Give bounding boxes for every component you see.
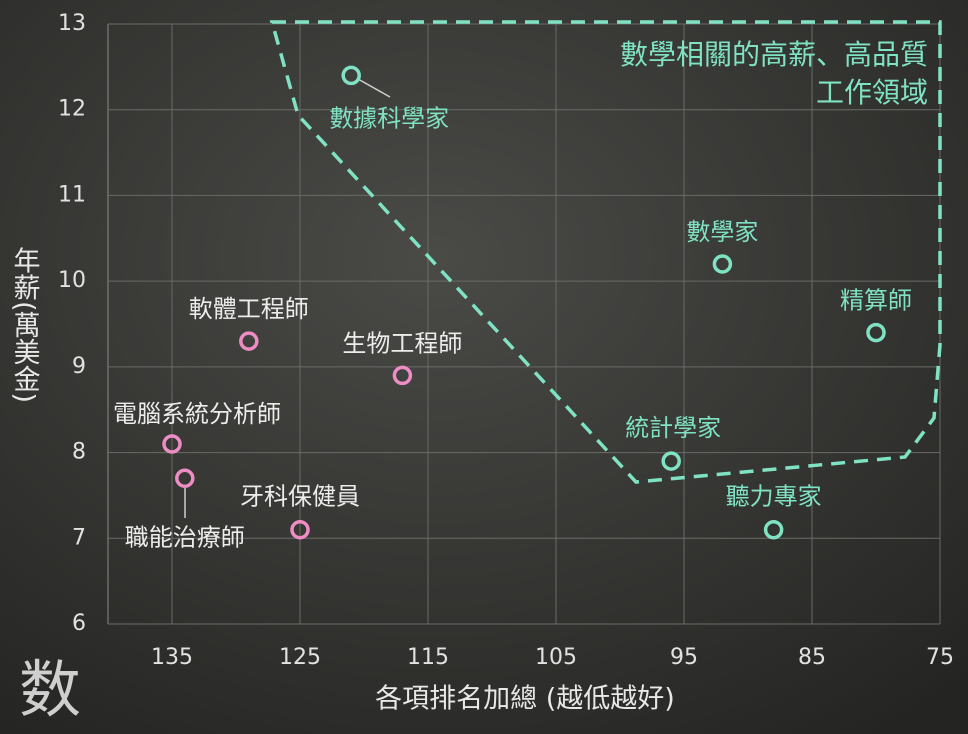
- data-point: [866, 322, 886, 343]
- x-tick-label: 135: [151, 645, 193, 670]
- x-tick-label: 75: [926, 645, 954, 670]
- y-tick-label: 7: [72, 525, 86, 550]
- data-point: [239, 331, 259, 351]
- point-label: 軟體工程師: [189, 295, 309, 323]
- y-axis-title: 年薪(萬美金): [9, 247, 41, 403]
- x-tick-label: 105: [535, 645, 577, 670]
- point-label: 統計學家: [625, 414, 721, 442]
- x-tick-label: 95: [670, 645, 698, 670]
- y-tick-label: 9: [72, 354, 86, 379]
- data-point: [712, 254, 733, 274]
- leader-line: [357, 78, 391, 98]
- logo: 数: [19, 653, 81, 726]
- point-label: 牙科保健員: [240, 483, 360, 511]
- y-tick-label: 12: [58, 97, 86, 122]
- y-tick-label: 11: [58, 182, 86, 207]
- point-label: 生物工程師: [342, 329, 462, 357]
- point-label: 數據科學家: [329, 104, 449, 132]
- x-tick-label: 115: [407, 645, 449, 670]
- data-point: [661, 451, 681, 471]
- x-tick-label: 85: [798, 645, 826, 670]
- data-point: [175, 468, 195, 489]
- y-tick-label: 6: [72, 611, 86, 636]
- data-point: [763, 519, 784, 540]
- point-label: 精算師: [840, 287, 912, 315]
- data-point: [162, 434, 182, 454]
- point-label: 電腦系統分析師: [113, 400, 281, 428]
- annotation: 數學相關的高薪、高品質: [620, 38, 928, 71]
- grid: [107, 23, 941, 625]
- data-point: [341, 65, 361, 86]
- point-label: 職能治療師: [125, 523, 245, 551]
- y-tick-label: 10: [58, 268, 86, 293]
- y-tick-label: 13: [58, 11, 86, 36]
- data-point: [392, 365, 413, 386]
- x-axis-title: 各項排名加總 (越低越好): [375, 684, 675, 715]
- highlight-region: [269, 20, 942, 484]
- x-tick-label: 125: [279, 645, 321, 670]
- annotation: 工作領域: [816, 76, 928, 109]
- point-label: 聽力專家: [726, 483, 822, 511]
- point-label: 數學家: [686, 218, 758, 246]
- data-point: [290, 519, 310, 540]
- y-tick-label: 8: [72, 440, 86, 465]
